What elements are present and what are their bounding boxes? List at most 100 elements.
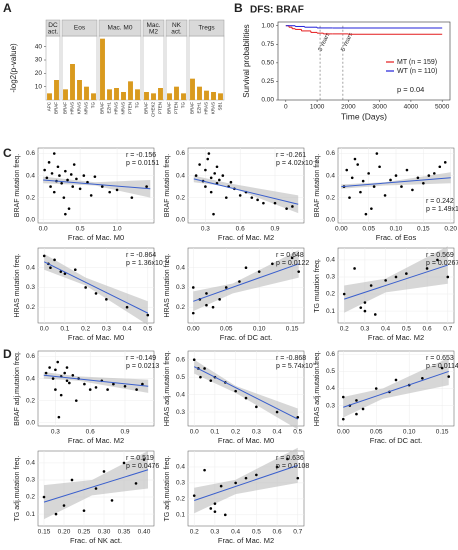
stat-label: r = -0.864 [126,252,156,259]
y-axis-label: HRAS mutation freq. [164,253,171,317]
point [213,510,217,513]
point [207,152,211,155]
y-tick-label: 20 [35,70,43,77]
stat-label: p = 4.02x10⁻⁵ [276,160,319,167]
x-tick-label: 0.2 [190,529,199,536]
stat-label: r = 0.242 [426,198,454,205]
point [45,176,49,180]
x-tick-label: HRAS [204,102,209,115]
point [361,407,365,411]
point [52,190,56,194]
x-tick-label: NRAS [84,102,89,115]
point [42,495,46,499]
point [213,172,216,175]
y-tick-label: 0.6 [26,353,35,360]
y-tick-label: 0.4 [176,264,185,271]
point [73,268,77,272]
x-tick-label: 0.25 [78,529,91,536]
point [297,270,301,273]
point [291,205,294,208]
point [65,366,69,369]
point [221,174,225,177]
point [115,188,119,192]
x-tick-label: 0.20 [444,226,457,233]
x-tick-label: 0.3 [102,326,111,333]
stat-label: r = -0.149 [126,355,156,362]
point [145,185,148,188]
point [48,366,51,369]
point [341,417,345,421]
point [82,174,86,177]
point [405,168,409,172]
x-tick-label: 0.20 [58,529,71,536]
bar [54,80,59,100]
y-axis-label: BRAF mutation freq. [14,154,21,217]
point [440,366,444,370]
point [427,174,431,177]
bar [144,92,149,100]
point [49,266,52,270]
panel-label: D [3,347,12,361]
point [199,375,202,379]
x-tick-label: 0.0 [40,326,49,333]
point [363,309,367,313]
point [123,384,127,388]
x-tick-label: 0 [284,104,288,111]
point [142,458,146,461]
point [443,161,447,164]
point [84,286,87,289]
y-tick-label: 0.2 [326,194,335,201]
point [372,185,376,188]
x-tick-label: 0.5 [293,429,302,436]
point [436,258,439,262]
x-tick-label: 0.4 [381,326,390,333]
confidence-band [43,371,149,393]
x-axis-label: Frac. of Mac. M0 [68,333,124,342]
y-tick-label: 0.2 [26,304,35,311]
x-tick-label: NRAS [121,102,126,115]
y-tick-label: 0.3 [176,409,185,416]
y-tick-label: 0.2 [26,494,35,501]
point [422,181,425,185]
point [62,196,66,199]
point [370,207,373,210]
y-tick-label: 0.2 [26,397,35,404]
point [69,173,73,176]
y-tick-label: 0.5 [176,374,185,381]
point [394,174,398,177]
point [57,415,61,419]
fit-line [343,370,449,408]
point [421,376,424,380]
y-axis-label: HRAS adj.mutation freq. [314,351,321,427]
x-tick-label: 0.7 [443,326,452,333]
y-axis-label: BRAF mutation freq. [314,154,321,217]
y-tick-label: 0.5 [326,368,335,375]
bar [84,86,89,100]
x-axis-label: Frac. of Eos [376,233,417,242]
x-tick-label: TG [91,102,96,109]
point [89,194,93,197]
y-tick-label: 0.2 [26,194,35,201]
x-tick-label: 0.2 [81,326,90,333]
x-tick-label: 0.6 [236,226,245,233]
x-tick-label: PTEN [128,102,133,114]
x-tick-label: 4000 [404,104,419,111]
plot-area [187,147,305,224]
point [100,185,104,188]
point [296,415,300,419]
point [54,368,57,372]
point [209,379,213,382]
x-tick-label: 0.2 [231,429,240,436]
point [71,185,75,188]
confidence-band [194,447,298,514]
panel-label: C [3,146,12,160]
fit-line [193,366,299,420]
point [244,396,248,400]
point [64,169,67,173]
point [411,188,414,192]
point [255,405,258,409]
x-tick-label: 0.0 [39,226,48,233]
point [52,152,56,155]
x-tick-label: 0.10 [253,326,266,333]
facet-panel [98,35,142,101]
